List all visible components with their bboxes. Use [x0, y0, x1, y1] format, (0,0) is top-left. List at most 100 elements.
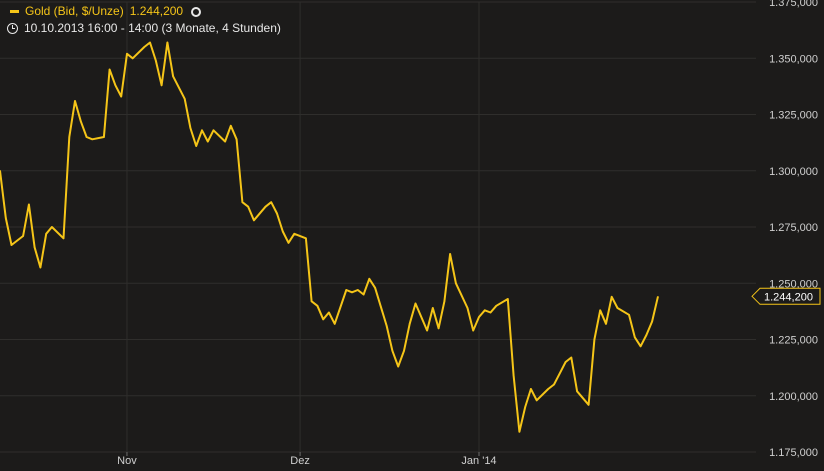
data-point: [126, 53, 128, 55]
data-point: [131, 57, 134, 60]
y-tick-label: 1.300,000: [769, 166, 818, 178]
data-point: [547, 388, 549, 390]
data-point: [610, 296, 613, 298]
data-point: [391, 350, 394, 352]
data-point: [507, 298, 509, 300]
data-point: [657, 296, 659, 298]
series-label[interactable]: Gold (Bid, $/Unze): [25, 4, 124, 18]
data-point: [74, 100, 76, 102]
data-point: [195, 145, 197, 147]
data-point: [235, 138, 238, 141]
data-point: [264, 205, 267, 208]
data-point: [368, 278, 371, 280]
y-tick-label: 1.200,000: [769, 391, 818, 403]
data-point: [166, 41, 169, 44]
data-point: [241, 201, 244, 203]
data-point: [316, 305, 319, 307]
x-axis-ticks: Nov Dez Jan '14: [117, 452, 497, 467]
data-point: [628, 314, 630, 316]
data-point: [114, 84, 117, 87]
data-point: [512, 374, 515, 377]
data-point: [207, 140, 209, 143]
data-point: [230, 125, 232, 127]
data-point: [570, 356, 573, 359]
grid-lines: [0, 1, 756, 453]
data-point: [22, 235, 24, 237]
data-point: [651, 320, 653, 323]
series-current-value: 1.244,200: [129, 4, 184, 18]
y-axis-ticks: 1.175,000 1.200,000 1.225,000 1.250,000 1.27…: [769, 0, 818, 459]
data-point: [39, 266, 42, 269]
time-range-text[interactable]: 10.10.2013 16:00 - 14:00 (3 Monate, 4 St…: [24, 21, 281, 35]
data-point: [155, 59, 157, 62]
data-point: [524, 406, 526, 408]
data-point: [28, 203, 30, 206]
data-point: [80, 120, 82, 123]
data-point: [616, 307, 619, 309]
data-point: [605, 323, 607, 325]
data-point: [247, 205, 249, 208]
data-point: [397, 365, 400, 368]
y-tick-label: 1.275,000: [769, 222, 818, 234]
data-point: [333, 323, 336, 325]
data-point: [143, 46, 146, 48]
data-point: [403, 350, 405, 352]
y-tick-label: 1.350,000: [769, 53, 818, 65]
data-points: [0, 41, 659, 433]
data-point: [645, 334, 648, 336]
data-point: [322, 318, 325, 321]
data-point: [593, 338, 596, 341]
data-point: [305, 237, 307, 240]
data-point: [362, 293, 365, 296]
data-point: [293, 233, 296, 235]
data-point: [108, 68, 111, 71]
data-point: [489, 311, 492, 314]
data-point: [0, 170, 1, 172]
data-point: [160, 84, 163, 87]
data-point: [287, 242, 290, 244]
series-settings-icon[interactable]: [191, 6, 202, 17]
data-point: [385, 325, 388, 327]
data-point: [484, 309, 486, 312]
y-tick-label: 1.175,000: [769, 447, 818, 459]
data-point: [587, 404, 590, 406]
series-color-swatch: [10, 10, 19, 13]
time-range-row[interactable]: 10.10.2013 16:00 - 14:00 (3 Monate, 4 St…: [6, 20, 281, 37]
data-point: [183, 98, 186, 100]
data-point: [576, 390, 578, 393]
data-point: [10, 244, 13, 246]
data-point: [455, 282, 457, 285]
data-point: [5, 217, 7, 219]
data-point: [51, 226, 53, 228]
data-point: [91, 138, 94, 141]
data-point: [351, 291, 353, 294]
x-tick-label: Nov: [117, 455, 137, 467]
series-legend-row[interactable]: Gold (Bid, $/Unze) 1.244,200: [6, 3, 281, 20]
data-point: [310, 300, 313, 303]
data-point: [172, 75, 174, 78]
data-point: [472, 329, 475, 332]
data-point: [559, 372, 561, 375]
data-point: [270, 201, 273, 203]
data-point: [495, 305, 498, 307]
last-value-text: 1.244,200: [764, 291, 813, 303]
data-point: [466, 307, 469, 309]
data-point: [62, 237, 65, 240]
data-point: [33, 246, 36, 249]
data-point: [328, 311, 330, 314]
last-value-label: 1.244,200: [751, 287, 821, 305]
data-point: [85, 136, 88, 138]
data-point: [634, 336, 636, 339]
data-point: [357, 289, 359, 291]
y-tick-label: 1.250,000: [769, 278, 818, 290]
data-point: [103, 136, 105, 138]
data-point: [553, 383, 555, 386]
data-point: [120, 95, 122, 98]
data-point: [414, 302, 417, 305]
data-point: [449, 253, 451, 255]
data-point: [68, 136, 71, 138]
y-tick-label: 1.375,000: [769, 0, 818, 9]
data-point: [374, 287, 376, 289]
data-point: [432, 307, 434, 309]
